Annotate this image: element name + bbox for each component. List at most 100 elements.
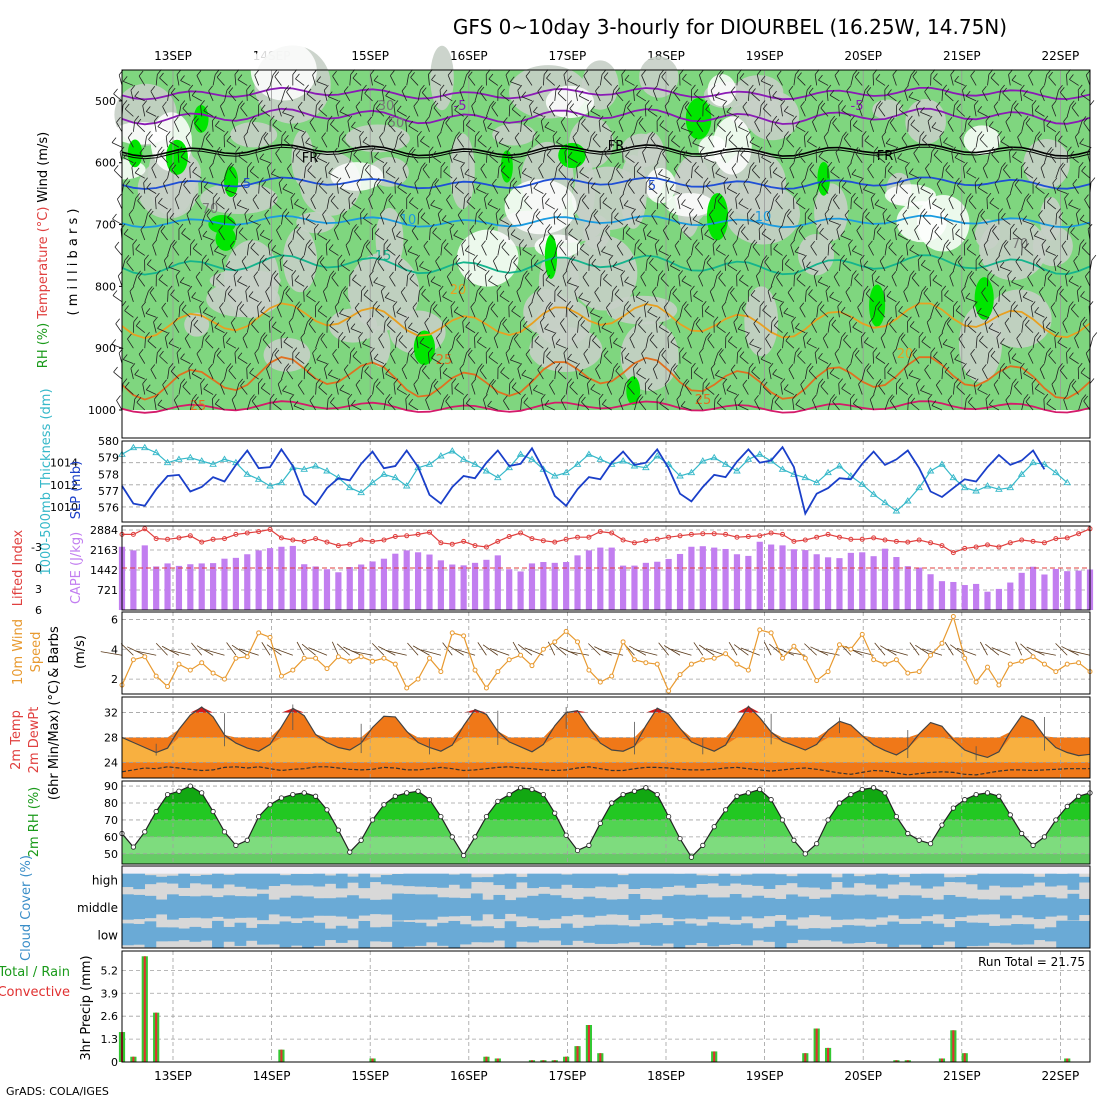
wind-barb-flag: [536, 287, 542, 294]
wind-barb-flag: [449, 223, 455, 230]
wind-barb: [391, 229, 396, 241]
wind-barb: [879, 260, 886, 272]
wind-barb-flag: [622, 146, 628, 152]
wind-barb: [930, 306, 935, 318]
wind-barb: [713, 398, 716, 411]
wind-barb-flag: [838, 378, 844, 384]
wind-barb-flag: [687, 332, 692, 339]
wind-barb: [778, 229, 783, 241]
wind-barb: [839, 259, 842, 271]
wind-barb: [497, 322, 502, 333]
wind-barb: [155, 229, 160, 241]
wind-barb: [713, 120, 716, 132]
wind-barb-flag: [717, 195, 723, 202]
wind-barb-flag: [1034, 332, 1040, 338]
cloud-cell: [662, 925, 675, 944]
wind-barb: [232, 198, 237, 210]
rh-dry-patch: [1023, 139, 1070, 189]
rh-marker: [1030, 842, 1036, 848]
wind-barb: [839, 136, 843, 148]
wind-barb: [649, 262, 658, 272]
cloud-cell: [988, 899, 1001, 915]
wind-barb-flag: [714, 369, 720, 376]
cloud-cell: [752, 928, 765, 941]
wind-barb: [895, 306, 897, 318]
cape-bar: [141, 545, 148, 610]
wind-barb-flag: [533, 131, 538, 137]
wind-barb: [546, 154, 556, 164]
wind-barb: [741, 308, 749, 318]
wind-barb-flag: [479, 86, 485, 93]
thickness-marker: [824, 468, 832, 476]
wind-speed-line: [121, 614, 1091, 693]
wind-barb: [776, 277, 783, 287]
wind-barb-flag: [637, 242, 642, 249]
wind-barb: [401, 90, 408, 102]
wind-barb-flag: [557, 366, 563, 372]
wind-barb: [931, 126, 943, 133]
wind-barb: [766, 214, 772, 225]
contour-label: 50: [388, 116, 405, 131]
wind-barb-flag: [657, 192, 663, 199]
wind-barb: [383, 321, 386, 333]
wind-barb: [216, 355, 225, 364]
wind-barb: [383, 399, 387, 411]
wind-barb-10m: [880, 645, 897, 656]
wind-barb-flag: [407, 322, 413, 328]
wind-barb: [977, 111, 988, 117]
wind-barb: [379, 214, 385, 225]
wind-barb: [772, 95, 783, 102]
cloud-cell: [425, 894, 438, 920]
thickness-marker: [323, 467, 331, 474]
wind-barb: [876, 232, 886, 241]
wind-barb-flag: [892, 347, 898, 354]
wind-barb-flag: [249, 316, 254, 323]
wind-barb-flag: [517, 85, 523, 91]
wind-barb: [695, 323, 704, 333]
wind-barb: [595, 167, 601, 179]
wind-barb-flag: [691, 362, 696, 369]
wind-barb: [1009, 105, 1013, 117]
temp-tick-label: 32: [104, 707, 118, 720]
lifted-marker: [461, 538, 467, 544]
wind-barb: [544, 126, 555, 133]
wind-barb-flag: [359, 131, 364, 137]
wind-barb-flag: [986, 192, 992, 199]
wind-barb-flag: [284, 134, 289, 141]
wind-barb-flag: [188, 362, 194, 369]
wind-barb-flag: [264, 209, 270, 216]
wind-barb-flag: [552, 131, 558, 137]
cloud-cell: [482, 899, 494, 915]
wind-barb-flag: [818, 378, 824, 385]
wind-barb-flag: [511, 305, 516, 312]
wind-barb: [182, 386, 191, 395]
wind-barb-flag: [279, 254, 285, 261]
wind-barb: [471, 105, 476, 117]
wind-barb-flag: [931, 146, 937, 153]
wind-barb-flag: [1046, 120, 1052, 126]
wind-barb-flag: [899, 332, 904, 338]
wind-barb-flag: [624, 74, 630, 81]
wind-barb: [744, 260, 749, 272]
cape-bar: [973, 583, 980, 610]
cape-bar: [870, 556, 877, 610]
wind-barb: [246, 121, 251, 132]
wind-barb: [396, 312, 407, 318]
wind-barb-flag: [817, 276, 823, 283]
cloud-cell: [876, 896, 888, 918]
wind-barb: [167, 167, 171, 179]
wind-barb: [713, 275, 718, 287]
wind-barb-flag: [317, 305, 323, 312]
wind-barb-flag: [636, 166, 642, 172]
wind-barb-flag: [173, 317, 178, 324]
rh-marker: [631, 788, 638, 794]
wind-barb-flag: [590, 182, 596, 188]
wind-speed-marker: [802, 655, 808, 661]
wind-barb: [283, 265, 294, 272]
wind-barb: [903, 291, 909, 302]
rh-panel-frame: [121, 780, 1091, 865]
wind-barb-flag: [258, 378, 263, 384]
cloud-cell: [437, 922, 449, 946]
wind-barb: [904, 90, 909, 102]
wind-barb: [968, 123, 977, 133]
